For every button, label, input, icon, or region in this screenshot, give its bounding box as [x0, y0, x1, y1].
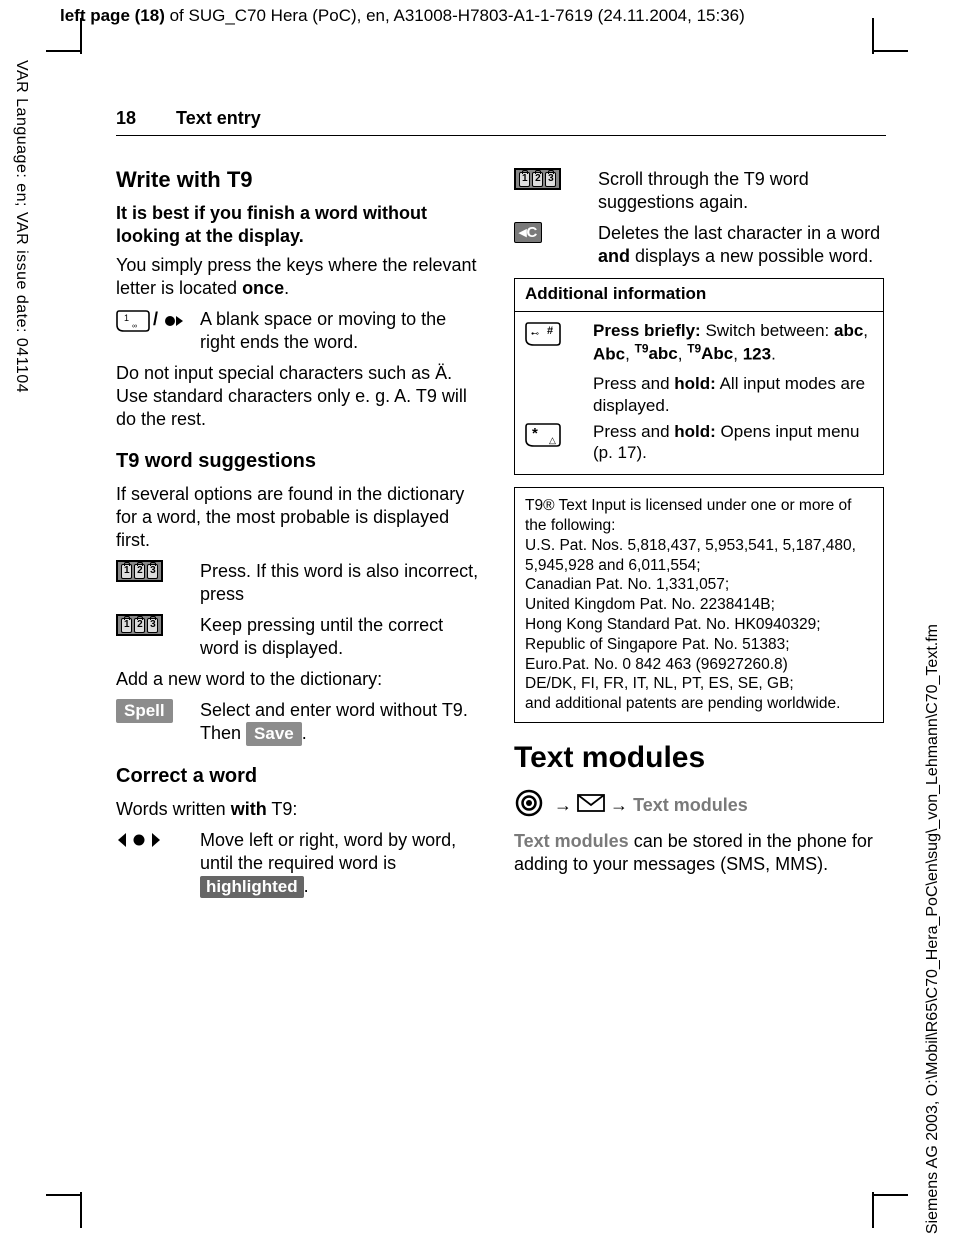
press-once-text: You simply press the keys where the rele…: [116, 254, 486, 300]
path-text-modules: Text modules: [633, 794, 748, 814]
row-move-word: Move left or right, word by word, until …: [116, 829, 486, 898]
hash-hold-text: Press and hold: All input modes are disp…: [593, 373, 873, 417]
crop-mark: [872, 50, 908, 52]
key-1-and-right-icon: 1∞ /: [116, 308, 186, 354]
additional-info-box: Additional information ⊷# Press briefly:…: [514, 278, 884, 475]
crop-mark: [872, 18, 874, 54]
pat-line: Republic of Singapore Pat. No. 51383;: [525, 635, 873, 655]
pat-line: and additional patents are pending world…: [525, 694, 873, 714]
left-column: Write with T9 It is best if you finish a…: [116, 160, 486, 906]
crop-mark: [80, 1192, 82, 1228]
row-keep-pressing: 123 Keep pressing until the correct word…: [116, 614, 486, 660]
svg-text:⊷: ⊷: [531, 329, 539, 338]
info-box-title: Additional information: [515, 279, 883, 312]
row-star-key: *△ Press and hold: Opens input menu (p. …: [525, 421, 873, 465]
highlighted-label: highlighted: [200, 876, 304, 898]
clear-key-icon: ◂C: [514, 222, 584, 268]
keep-pressing-text: Keep pressing until the correct word is …: [200, 614, 486, 660]
running-head: 18 Text entry: [116, 108, 886, 136]
messages-icon: [577, 793, 605, 819]
arrow-icon: →: [610, 794, 628, 814]
suggestions-intro: If several options are found in the dict…: [116, 483, 486, 552]
heading-write-t9: Write with T9: [116, 166, 486, 194]
doc-header-side: left page (18): [60, 6, 165, 25]
patent-box: T9® Text Input is licensed under one or …: [514, 487, 884, 723]
heading-suggestions: T9 word suggestions: [116, 449, 486, 475]
press-also-text: Press. If this word is also incorrect, p…: [200, 560, 486, 606]
spell-softkey: Spell: [116, 699, 186, 746]
t9-cycle-key-icon: 123: [116, 614, 186, 660]
save-button-label: Save: [246, 722, 302, 746]
pat-line: United Kingdom Pat. No. 2238414B;: [525, 595, 873, 615]
with-t9-text: Words written with T9:: [116, 798, 486, 821]
heading-correct: Correct a word: [116, 764, 486, 790]
blank-space-text: A blank space or moving to the right end…: [200, 308, 486, 354]
margin-left-text: VAR Language: en; VAR issue date: 041104: [12, 60, 30, 393]
star-key-icon: *△: [525, 421, 579, 465]
t9-cycle-key-icon: 123: [116, 560, 186, 606]
pat-line: U.S. Pat. Nos. 5,818,437, 5,953,541, 5,1…: [525, 536, 873, 576]
row-press-also: 123 Press. If this word is also incorrec…: [116, 560, 486, 606]
page-number: 18: [116, 108, 136, 129]
page-content: 18 Text entry Write with T9 It is best i…: [116, 108, 886, 906]
hash-brief-text: Press briefly: Switch between: abc, Abc,…: [593, 320, 873, 417]
delete-text: Deletes the last character in a word and…: [598, 222, 884, 268]
section-title: Text entry: [176, 108, 261, 129]
nav-left-right-icon: [116, 829, 186, 898]
doc-header: left page (18) of SUG_C70 Hera (PoC), en…: [60, 6, 745, 26]
row-spell: Spell Select and enter word without T9. …: [116, 699, 486, 746]
margin-right-text: Siemens AG 2003, O:\Mobil\R65\C70_Hera_P…: [924, 624, 942, 1234]
t9-cycle-key-icon: 123: [514, 168, 584, 214]
row-delete-char: ◂C Deletes the last character in a word …: [514, 222, 884, 268]
finish-word-tip: It is best if you finish a word without …: [116, 202, 486, 248]
row-blank-space: 1∞ / A blank space or moving to the righ…: [116, 308, 486, 354]
scroll-text: Scroll through the T9 word suggestions a…: [598, 168, 884, 214]
add-dictionary-text: Add a new word to the dictionary:: [116, 668, 486, 691]
right-column: 123 Scroll through the T9 word suggestio…: [514, 160, 884, 906]
doc-header-rest: of SUG_C70 Hera (PoC), en, A31008-H7803-…: [165, 6, 745, 25]
spell-text: Select and enter word without T9. Then S…: [200, 699, 486, 746]
svg-text:*: *: [532, 425, 538, 442]
hash-key-icon: ⊷#: [525, 320, 579, 417]
modules-description: Text modules can be stored in the phone …: [514, 830, 884, 876]
special-chars-text: Do not input special characters such as …: [116, 362, 486, 431]
heading-text-modules: Text modules: [514, 739, 884, 777]
spell-button-label: Spell: [116, 699, 173, 723]
arrow-icon: →: [554, 794, 572, 814]
pat-line: Canadian Pat. No. 1,331,057;: [525, 575, 873, 595]
crop-mark: [80, 18, 82, 54]
star-hold-text: Press and hold: Opens input menu (p. 17)…: [593, 421, 873, 465]
svg-text:△: △: [549, 435, 556, 445]
crop-mark: [46, 50, 82, 52]
svg-text:#: #: [547, 325, 553, 337]
row-scroll-suggestions: 123 Scroll through the T9 word suggestio…: [514, 168, 884, 214]
pat-line: T9® Text Input is licensed under one or …: [525, 496, 873, 536]
modules-path: → → Text modules: [514, 788, 884, 824]
move-word-text: Move left or right, word by word, until …: [200, 829, 486, 898]
crop-mark: [872, 1194, 908, 1196]
pat-line: Euro.Pat. No. 0 842 463 (96927260.8): [525, 655, 873, 675]
pat-line: DE/DK, FI, FR, IT, NL, PT, ES, SE, GB;: [525, 674, 873, 694]
row-hash-key: ⊷# Press briefly: Switch between: abc, A…: [525, 320, 873, 417]
center-key-icon: [514, 788, 544, 824]
crop-mark: [872, 1192, 874, 1228]
svg-text:1: 1: [124, 313, 129, 323]
svg-text:∞: ∞: [132, 323, 137, 330]
crop-mark: [46, 1194, 82, 1196]
pat-line: Hong Kong Standard Pat. No. HK0940329;: [525, 615, 873, 635]
